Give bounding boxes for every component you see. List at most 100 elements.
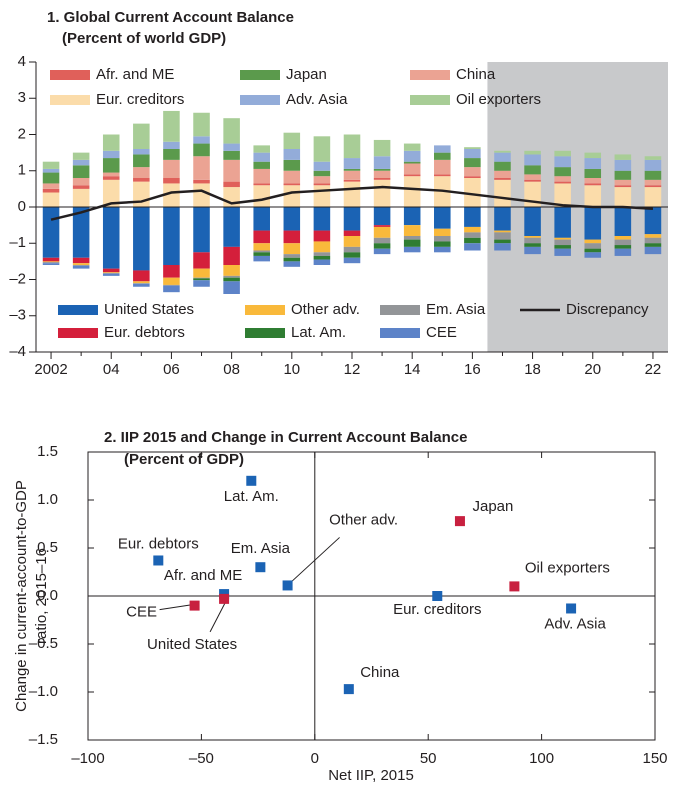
legend-label: Oil exporters	[456, 91, 541, 108]
bar-segment	[133, 207, 150, 271]
bar-segment	[584, 243, 602, 249]
bar-segment	[644, 185, 662, 188]
bar-segment	[434, 145, 451, 153]
bar-segment	[193, 112, 210, 137]
bar-segment	[524, 237, 541, 244]
bar-segment	[313, 230, 331, 242]
bar-segment	[644, 234, 662, 238]
bar-segment	[644, 156, 662, 160]
point	[189, 600, 200, 611]
bar-segment	[373, 179, 391, 207]
bar-segment	[644, 159, 662, 171]
bar-segment	[584, 152, 602, 159]
bar-segment	[434, 174, 451, 177]
bar-segment	[434, 228, 451, 236]
legend-label: Eur. debtors	[104, 324, 185, 341]
bar-segment	[102, 172, 120, 177]
bar-segment	[133, 149, 150, 155]
legend-label: Adv. Asia	[286, 91, 348, 108]
y-tick-label: –0.5	[29, 635, 58, 652]
bar-segment	[434, 241, 451, 247]
bar-segment	[283, 183, 301, 186]
bar-segment	[373, 170, 391, 178]
bar-segment	[133, 178, 150, 182]
bar-segment	[524, 165, 541, 175]
bar-segment	[133, 154, 150, 168]
bar-segment	[644, 187, 662, 207]
point-label: Japan	[473, 498, 514, 515]
bar-segment	[102, 272, 120, 273]
bar-segment	[554, 167, 571, 177]
y-tick-label: 0.5	[37, 539, 58, 556]
bar-segment	[494, 207, 511, 231]
bar-segment	[253, 243, 270, 251]
bar-segment	[42, 168, 60, 173]
point	[219, 593, 230, 604]
bar-segment	[313, 259, 331, 265]
legend-label: Afr. and ME	[96, 66, 174, 83]
bar-segment	[644, 170, 662, 180]
bar-segment	[554, 183, 571, 207]
bar-segment	[644, 246, 662, 255]
bar-segment	[42, 257, 60, 262]
bar-segment	[464, 147, 481, 149]
bar-segment	[223, 159, 240, 182]
bar-segment	[584, 248, 602, 253]
x-tick-label: 20	[584, 361, 601, 378]
bar-segment	[102, 158, 120, 173]
bar-segment	[584, 168, 602, 178]
bar-segment	[283, 149, 301, 160]
y-tick-label: –2	[9, 270, 26, 287]
bar-segment	[313, 252, 331, 256]
bar-segment	[343, 168, 361, 171]
legend-swatch	[410, 95, 450, 105]
bar-segment	[223, 265, 240, 276]
bar-segment	[584, 207, 602, 240]
bar-segment	[434, 152, 451, 160]
y-tick-label: 1	[18, 162, 26, 179]
legend-swatch	[245, 328, 285, 338]
bar-segment	[464, 158, 481, 168]
bar-segment	[403, 246, 421, 253]
legend-swatch	[410, 70, 450, 80]
legend-swatch	[240, 95, 280, 105]
bar-segment	[494, 239, 511, 244]
bar-segment	[283, 257, 301, 262]
bar-segment	[373, 178, 391, 180]
bar-segment	[102, 150, 120, 159]
discrepancy-line	[50, 185, 654, 221]
point	[566, 603, 577, 614]
bar-segment	[343, 158, 361, 169]
bar-segment	[163, 183, 180, 207]
chart-subtitle: (Percent of world GDP)	[62, 30, 226, 47]
bar-segment	[42, 263, 60, 265]
bar-segment	[163, 159, 180, 178]
bar-segment	[614, 245, 632, 249]
bar-segment	[102, 134, 120, 151]
point	[432, 591, 443, 601]
bar-segment	[524, 179, 541, 182]
bar-segment	[343, 252, 361, 258]
bar-segment	[72, 207, 90, 258]
bar-segment	[133, 283, 150, 284]
bar-segment	[524, 154, 541, 166]
point-label: Other adv.	[329, 511, 398, 528]
bar-segment	[193, 278, 210, 281]
bar-segment	[42, 261, 60, 263]
bar-segment	[373, 243, 391, 249]
legend-label: Em. Asia	[426, 301, 486, 318]
y-tick-label: 0.0	[37, 587, 58, 604]
bar-segment	[102, 273, 120, 276]
bar-segment	[102, 176, 120, 180]
bar-segment	[554, 248, 571, 256]
bar-segment	[554, 176, 571, 182]
bar-segment	[343, 236, 361, 247]
bar-segment	[343, 179, 361, 182]
bar-segment	[223, 181, 240, 188]
bar-segment	[42, 207, 60, 258]
bar-segment	[434, 236, 451, 242]
bar-segment	[163, 207, 180, 265]
x-tick-label: 100	[529, 750, 554, 767]
bar-segment	[434, 246, 451, 253]
x-tick-label: 50	[420, 750, 437, 767]
